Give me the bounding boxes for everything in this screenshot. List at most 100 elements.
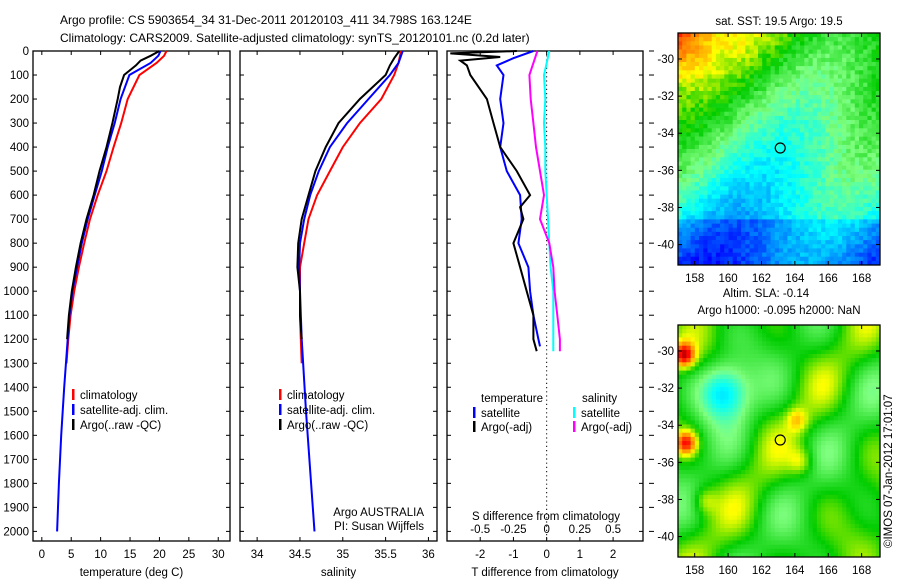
map-cell	[699, 74, 704, 79]
map-cell	[678, 354, 683, 359]
map-cell	[745, 478, 750, 483]
map-cell	[766, 99, 771, 104]
map-cell	[728, 420, 734, 425]
map-cell	[850, 86, 856, 92]
map-cell	[749, 182, 755, 187]
map-cell	[749, 515, 755, 521]
salinity-panel: 34 34.5 35 35.5 36salinityclimatologysatelli…	[239, 50, 438, 579]
map-cell	[833, 227, 839, 233]
map-cell	[821, 345, 826, 351]
map-cell	[829, 153, 835, 158]
map-cell	[770, 349, 776, 355]
map-cell	[846, 62, 851, 67]
map-cell	[816, 341, 822, 347]
map-cell	[800, 169, 805, 175]
map-cell	[770, 552, 776, 558]
map-cell	[867, 207, 872, 212]
map-cell	[825, 366, 830, 371]
map-cell	[779, 453, 784, 458]
map-cell	[766, 45, 771, 50]
map-cell	[711, 341, 717, 347]
map-cell	[686, 91, 691, 96]
map-cell	[825, 215, 830, 220]
map-cell	[779, 449, 784, 454]
map-cell	[703, 149, 708, 154]
map-cell	[867, 107, 872, 113]
map-cell	[833, 41, 839, 46]
map-cell	[791, 57, 797, 63]
map-cell	[703, 57, 708, 63]
map-cell	[804, 124, 809, 129]
map-cell	[808, 374, 814, 380]
map-cell	[728, 178, 734, 183]
map-cell	[774, 198, 780, 204]
map-cell	[846, 136, 851, 142]
map-cell	[745, 453, 750, 458]
map-cell	[694, 362, 700, 367]
map-cell	[732, 374, 738, 380]
map-cell	[779, 478, 784, 483]
map-cell	[682, 345, 687, 351]
map-cell	[686, 544, 691, 550]
map-cell	[791, 420, 797, 425]
map-cell	[842, 86, 847, 92]
map-cell	[871, 95, 877, 100]
map-cell	[686, 432, 691, 438]
map-cell	[783, 86, 788, 92]
map-cell	[875, 132, 881, 137]
map-cell	[736, 337, 742, 342]
map-cell	[745, 403, 750, 409]
map-cell	[766, 74, 771, 79]
map-cell	[846, 198, 851, 204]
map-cell	[682, 420, 687, 425]
map-cell	[736, 494, 742, 500]
map-cell	[774, 436, 780, 442]
map-cell	[762, 244, 767, 249]
map-cell	[678, 474, 683, 479]
legend-swatch	[473, 421, 476, 432]
map-cell	[871, 161, 877, 166]
map-cell	[699, 370, 704, 376]
map-cell	[728, 41, 734, 46]
map-cell	[715, 461, 721, 467]
map-cell	[846, 161, 851, 166]
map-cell	[682, 536, 687, 541]
map-cell	[837, 165, 843, 171]
map-cell	[749, 383, 755, 388]
map-cell	[774, 215, 780, 220]
map-cell	[728, 349, 734, 355]
map-cell	[774, 211, 780, 216]
map-cell	[762, 395, 767, 400]
map-cell	[682, 62, 687, 67]
map-cell	[821, 519, 826, 525]
map-cell	[686, 33, 691, 38]
map-cell	[682, 95, 687, 100]
map-cell	[724, 548, 729, 554]
map-cell	[842, 165, 847, 171]
map-cell	[816, 173, 822, 179]
map-cell	[871, 198, 877, 204]
map-cell	[720, 540, 725, 545]
map-cell	[825, 391, 830, 396]
map-cell	[774, 432, 780, 438]
map-cell	[774, 62, 780, 67]
map-cell	[837, 248, 843, 253]
map-cell	[699, 157, 704, 162]
map-cell	[779, 333, 784, 338]
map-cell	[686, 428, 691, 434]
map-cell	[703, 223, 708, 229]
map-cell	[720, 57, 725, 63]
map-cell	[808, 432, 814, 438]
map-cell	[682, 349, 687, 355]
map-cell	[682, 128, 687, 133]
map-cell	[694, 374, 700, 380]
map-cell	[715, 115, 721, 121]
map-cell	[745, 223, 750, 229]
map-cell	[854, 53, 860, 59]
map-cell	[686, 202, 691, 208]
map-cell	[732, 337, 738, 342]
map-cell	[795, 66, 801, 71]
map-cell	[804, 449, 809, 454]
map-cell	[766, 227, 771, 233]
map-cell	[766, 432, 771, 438]
